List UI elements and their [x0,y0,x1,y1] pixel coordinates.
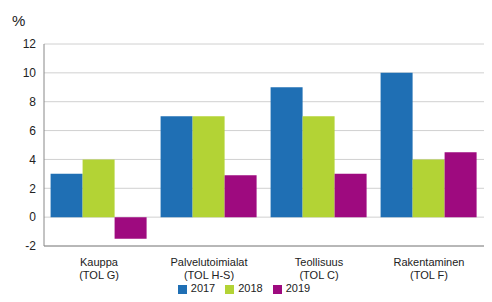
html-text:2017: 2017 [190,282,216,294]
svg-text:Rakentaminen(TOL F): Rakentaminen(TOL F) [394,256,465,281]
svg-text:8: 8 [29,95,36,109]
html-text:2018: 2018 [238,282,263,294]
svg-text:Palvelutoimialat(TOL H-S): Palvelutoimialat(TOL H-S) [170,256,247,281]
svg-text:4: 4 [29,153,36,167]
svg-text:6: 6 [29,124,36,138]
html-text:2019: 2019 [285,282,311,294]
svg-text:Kauppa(TOL G): Kauppa(TOL G) [79,256,119,281]
svg-text:10: 10 [23,66,37,80]
svg-text:-2: -2 [25,239,36,253]
svg-text:2: 2 [29,182,36,196]
svg-text:0: 0 [29,210,36,224]
svg-text:12: 12 [23,37,37,51]
svg-text:Teollisuus(TOL C): Teollisuus(TOL C) [295,256,344,281]
